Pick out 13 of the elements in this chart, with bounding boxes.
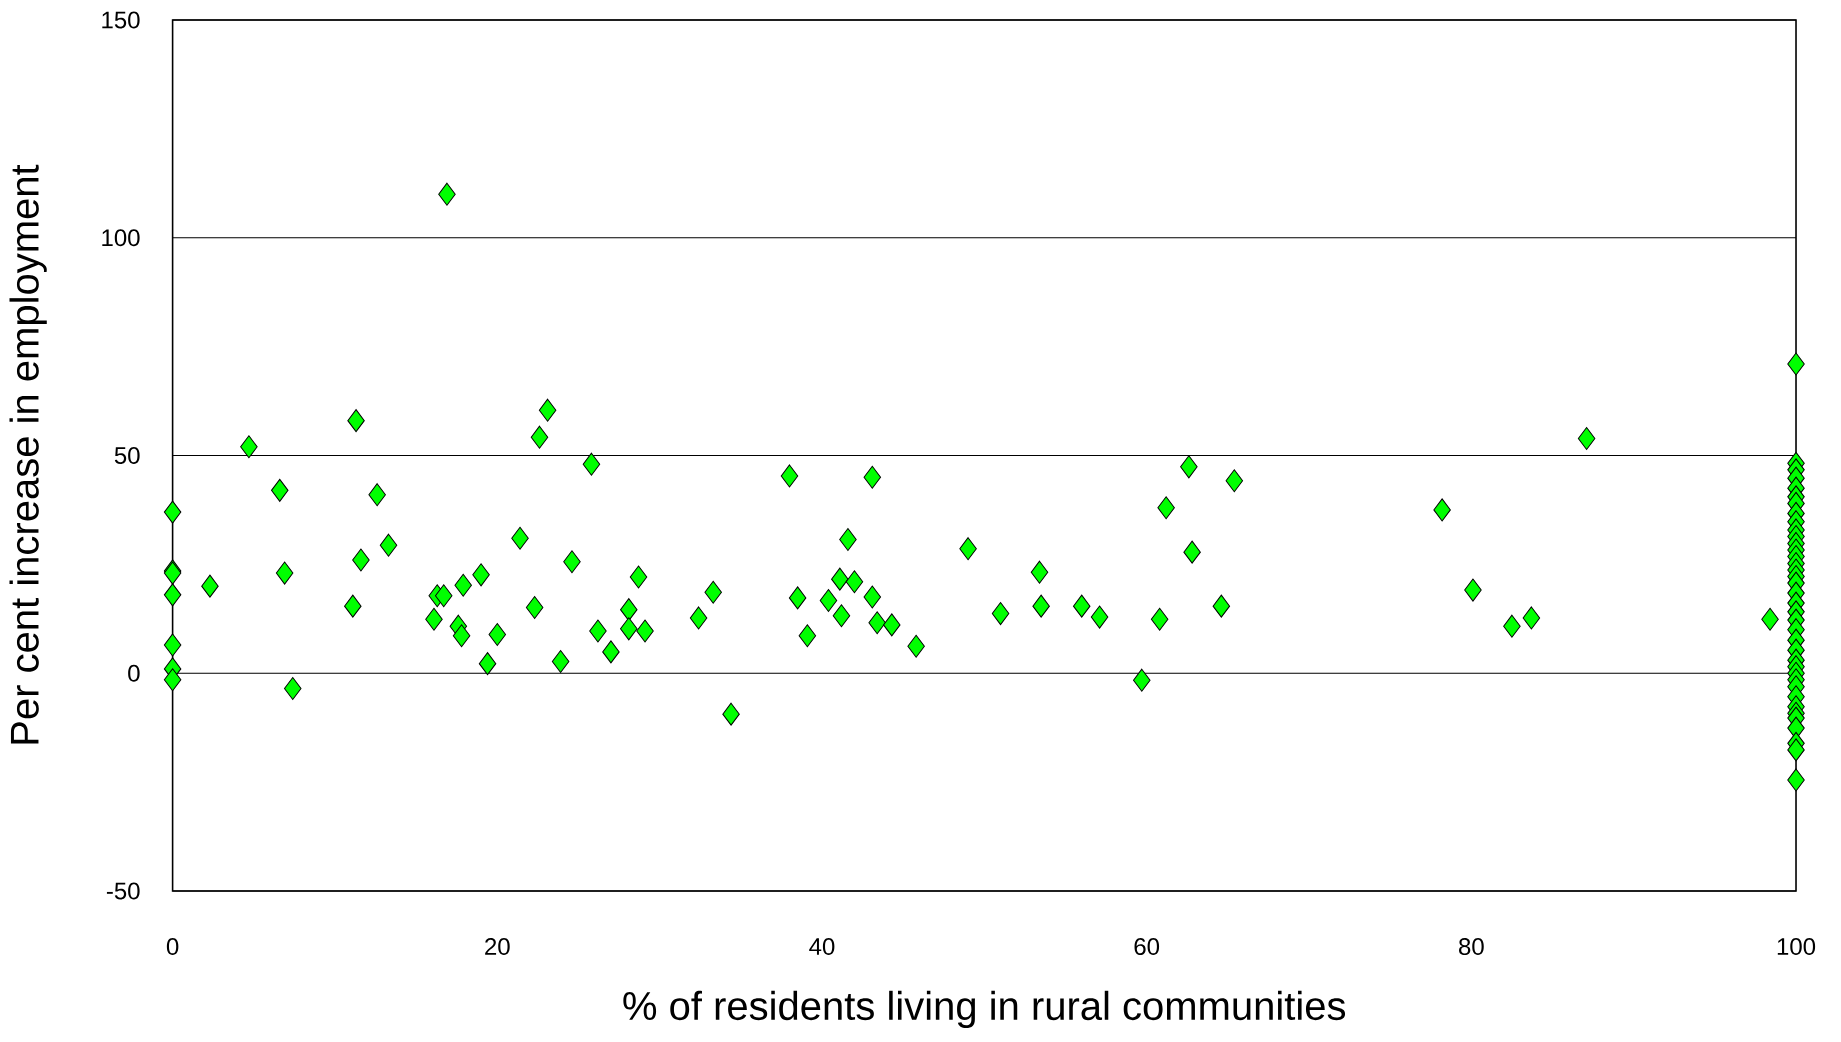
x-tick-label: 0 [166,938,179,956]
x-tick-label: 40 [809,938,835,956]
y-tick-label: -50 [106,882,140,900]
x-tick-label: 60 [1134,938,1160,956]
x-tick-label: 100 [1777,938,1816,956]
x-tick-label: 80 [1459,938,1484,956]
y-tick-label: 50 [114,447,140,464]
y-tick-label: 0 [128,664,140,682]
x-axis-title: % of residents living in rural communities [623,990,1346,1029]
x-tick-label: 20 [485,938,510,956]
y-tick-label: 150 [102,11,140,29]
y-axis-title: Per cent increase in employment [9,164,47,744]
y-tick-label: 100 [102,229,140,247]
